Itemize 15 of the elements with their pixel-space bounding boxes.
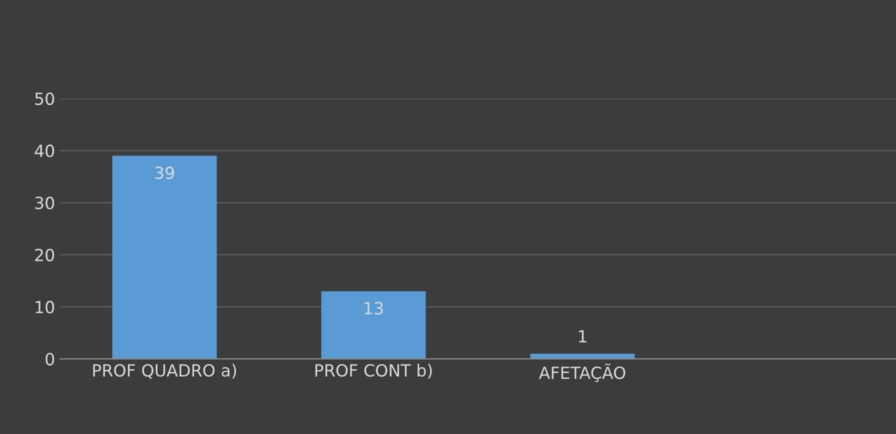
y-tick-label: 0 [46,352,54,366]
x-tick-label: PROF QUADRO a) [93,364,236,379]
y-tick-label: 10 [36,300,54,314]
bar [112,156,217,359]
x-tick-label: PROF CONT b) [315,364,432,379]
y-tick-label: 30 [35,196,54,210]
y-tick-label: 50 [35,92,54,106]
bar [530,354,635,359]
bar [321,291,426,359]
x-tick-label: AFETAÇÃO [538,364,626,382]
data-label: 39 [155,166,174,180]
data-label: 1 [579,330,586,342]
y-tick-label: 20 [35,248,54,262]
y-tick-label: 40 [34,144,54,158]
data-label: 13 [364,302,383,315]
